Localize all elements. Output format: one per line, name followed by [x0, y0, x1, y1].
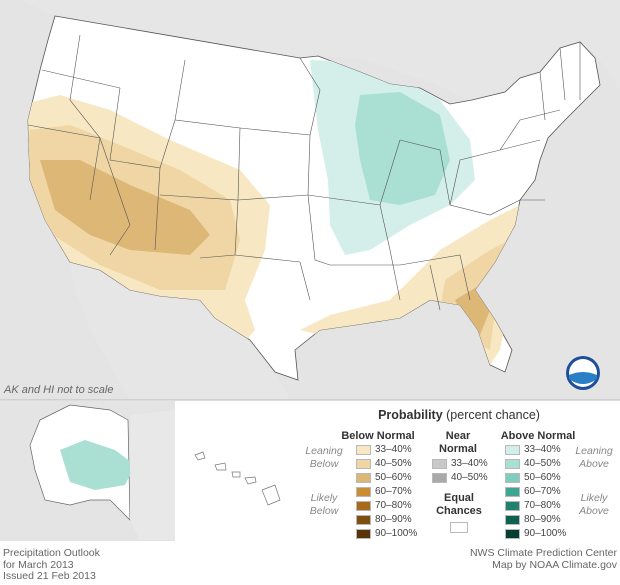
above-normal-swatch — [505, 487, 520, 497]
below-normal-range-label: 40–50% — [375, 458, 412, 469]
above-normal-range-label: 60–70% — [524, 486, 561, 497]
legend-title: Probability (percent chance) — [378, 408, 540, 422]
equal-chances-swatch — [450, 522, 468, 533]
noaa-logo — [566, 356, 600, 390]
hawaii-islands — [194, 451, 281, 506]
near-normal-swatch — [432, 473, 447, 483]
mexico-land — [70, 262, 290, 400]
below-50-60-west — [40, 160, 210, 255]
near-normal-swatch — [432, 459, 447, 469]
above-normal-swatch — [505, 529, 520, 539]
below-normal-swatch — [356, 501, 371, 511]
above-normal-swatch — [505, 473, 520, 483]
near-normal-header: Near Normal — [439, 430, 477, 455]
likely-above-label: Likely Above — [579, 492, 609, 517]
state-boundaries — [27, 34, 581, 311]
above-normal-swatch — [505, 445, 520, 455]
footer-right: NWS Climate Prediction Center Map by NOA… — [469, 547, 617, 571]
below-normal-range-label: 60–70% — [375, 486, 412, 497]
above-normal-swatch — [505, 459, 520, 469]
outlook-title: Precipitation Outlook — [3, 547, 100, 559]
above-normal-range-label: 80–90% — [524, 514, 561, 525]
leaning-below-label: Leaning Below — [305, 445, 343, 470]
below-normal-swatch — [356, 515, 371, 525]
near-normal-range-label: 33–40% — [451, 458, 488, 469]
alaska-above-40-50 — [60, 440, 135, 490]
below-normal-swatch — [356, 473, 371, 483]
issued-date: Issued 21 Feb 2013 — [3, 570, 96, 582]
below-normal-range-label: 80–90% — [375, 514, 412, 525]
equal-chances-label: Equal Chances — [436, 492, 482, 517]
above-normal-range-label: 40–50% — [524, 458, 561, 469]
footer-left: Precipitation Outlook for March 2013 Iss… — [3, 547, 100, 583]
map-credit: Map by NOAA Climate.gov — [492, 558, 617, 571]
above-normal-swatch — [505, 515, 520, 525]
below-normal-range-label: 33–40% — [375, 444, 412, 455]
below-normal-range-label: 90–100% — [375, 528, 418, 539]
canada-yukon — [130, 410, 175, 540]
noaa-logo-wave — [569, 372, 597, 384]
scale-note: AK and HI not to scale — [4, 384, 114, 396]
below-normal-swatch — [356, 487, 371, 497]
above-normal-range-label: 50–60% — [524, 472, 561, 483]
below-normal-swatch — [356, 459, 371, 469]
canada-land — [0, 0, 620, 100]
below-normal-range-label: 50–60% — [375, 472, 412, 483]
above-40-50-greatlakes — [355, 92, 450, 205]
legend: Probability (percent chance) Below Norma… — [298, 404, 620, 544]
above-normal-range-label: 90–100% — [524, 528, 567, 539]
above-normal-header: Above Normal — [500, 430, 576, 442]
outlook-period: for March 2013 — [3, 558, 74, 571]
below-normal-header: Below Normal — [341, 430, 415, 442]
below-normal-range-label: 70–80% — [375, 500, 412, 511]
likely-below-label: Likely Below — [309, 492, 339, 517]
leaning-above-label: Leaning Above — [575, 445, 613, 470]
below-normal-swatch — [356, 445, 371, 455]
above-normal-range-label: 33–40% — [524, 444, 561, 455]
source-credit: NWS Climate Prediction Center — [469, 547, 617, 559]
above-normal-range-label: 70–80% — [524, 500, 561, 511]
above-normal-swatch — [505, 501, 520, 511]
below-normal-swatch — [356, 529, 371, 539]
near-normal-range-label: 40–50% — [451, 472, 488, 483]
